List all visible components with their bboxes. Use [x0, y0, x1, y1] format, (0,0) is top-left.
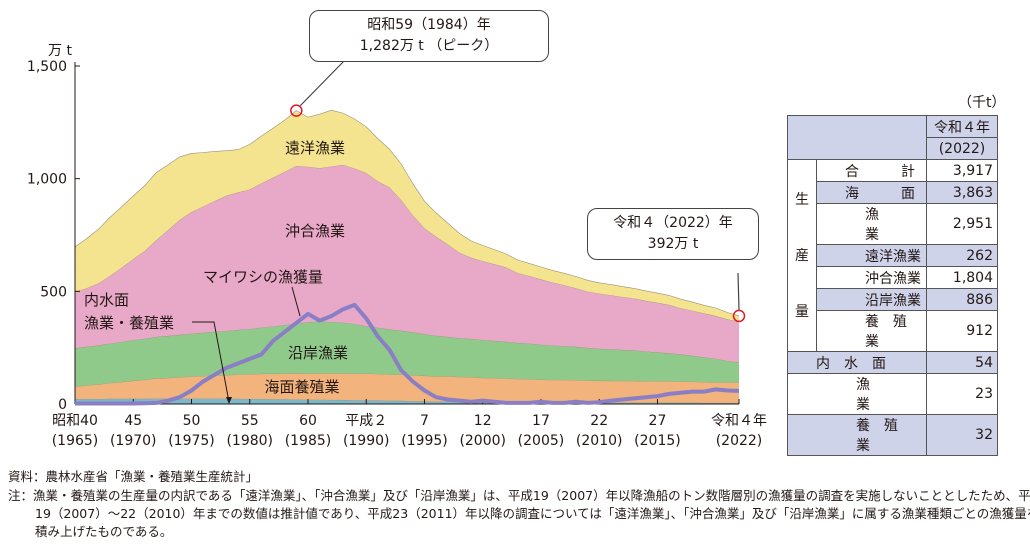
table-unit: （千t） — [958, 95, 1006, 111]
x-tick-label: 55 — [241, 413, 259, 429]
table-row-label: 合 計 — [816, 159, 927, 182]
sardine-leader — [291, 286, 301, 317]
notes: 資料：農林水産省「漁業・養殖業生産統計」 注：漁業・養殖業の生産量の内訳である「… — [8, 468, 1030, 541]
x-tick-label: 27 — [649, 413, 667, 429]
table-row-label: 漁 業 — [787, 373, 927, 415]
latest-callout: 令和４（2022）年 392万 t — [587, 208, 759, 260]
axes: 0 500 1,000 1,500 昭和40 (1965) 45 (1970) 50 (1975)… — [27, 59, 767, 449]
table-row-value: 3,863 — [926, 181, 998, 204]
peak-value: 1,282万 t （ピーク） — [359, 38, 499, 54]
table-row-value: 2,951 — [926, 203, 998, 245]
x-tick-year: (1980) — [226, 433, 273, 449]
label-distant: 遠洋漁業 — [285, 139, 345, 157]
x-tick-label: 令和４年 — [711, 413, 767, 429]
table-row-value: 23 — [926, 373, 998, 415]
sardine-line — [75, 302, 740, 406]
x-tick-year: (1970) — [110, 433, 157, 449]
latest-marker — [732, 309, 746, 323]
x-tick-label: 45 — [124, 413, 142, 429]
x-tick-year: (1985) — [285, 433, 332, 449]
production-table: 令和４年 (2022) 生産量 合 計 3,917 海 面 3,863 漁 業 … — [787, 115, 998, 456]
table-row-label: 養 殖 業 — [816, 310, 927, 352]
label-inland-1: 内水面 — [84, 291, 129, 309]
table-header-ad: (2022) — [926, 137, 998, 160]
x-tick-label: 60 — [299, 413, 317, 429]
source-note: 資料：農林水産省「漁業・養殖業生産統計」 — [8, 469, 259, 484]
x-tick-label: 7 — [420, 413, 429, 429]
x-tick-year: (2022) — [716, 433, 763, 449]
x-tick-label: 昭和40 — [52, 413, 98, 429]
table-row-value: 54 — [926, 351, 998, 374]
area-1 — [75, 373, 739, 403]
table-row-value: 1,804 — [926, 266, 998, 289]
table-row-value: 32 — [926, 414, 998, 456]
area-3 — [75, 164, 739, 363]
table-row-value: 3,917 — [926, 159, 998, 182]
y-tick-label: 500 — [40, 284, 67, 300]
sardine-series — [75, 302, 740, 406]
table-row-value: 912 — [926, 310, 998, 352]
stacked-areas — [74, 109, 740, 404]
y-axis-unit: 万 t — [48, 43, 72, 59]
x-tick-year: (2005) — [518, 433, 565, 449]
x-tick-year: (1975) — [168, 433, 215, 449]
area-2 — [75, 321, 739, 387]
label-coastal: 沿岸漁業 — [288, 344, 348, 362]
y-tick-label: 1,000 — [27, 172, 67, 188]
table-row-value: 262 — [926, 244, 998, 267]
area-edge-4 — [74, 109, 740, 317]
table-corner — [787, 115, 927, 160]
x-tick-label: 22 — [590, 413, 608, 429]
table-side-label: 生産量 — [787, 159, 817, 352]
area-4 — [75, 110, 739, 322]
table-header-year: 令和４年 — [926, 115, 998, 138]
table-row-label: 養 殖 業 — [787, 414, 927, 456]
peak-leader — [299, 59, 346, 107]
y-tick-label: 0 — [58, 397, 67, 413]
x-tick-label: 50 — [183, 413, 201, 429]
y-tick-label: 1,500 — [27, 59, 67, 75]
x-tick-year: (1965) — [52, 433, 99, 449]
inland-leader — [192, 321, 230, 403]
latest-value: 392万 t — [647, 236, 699, 252]
peak-title: 昭和59（1984）年 — [367, 17, 491, 33]
table-row-label: 遠洋漁業 — [816, 244, 927, 267]
peak-marker — [290, 104, 303, 117]
inland-leader-arrow — [226, 397, 232, 404]
label-aquaculture: 海面養殖業 — [264, 378, 339, 396]
label-sardine: マイワシの漁獲量 — [203, 268, 323, 286]
table-row-label: 漁 業 — [816, 203, 927, 245]
x-tick-year: (2015) — [634, 433, 681, 449]
latest-leader — [737, 272, 740, 310]
latest-title: 令和４（2022）年 — [613, 215, 733, 231]
x-tick-year: (1990) — [343, 433, 390, 449]
x-tick-year: (1995) — [401, 433, 448, 449]
label-offshore: 沖合漁業 — [285, 222, 345, 240]
table-row-label: 海 面 — [816, 181, 927, 204]
table-row-value: 886 — [926, 288, 998, 311]
table-row-label: 内 水 面 — [787, 351, 927, 374]
table-row-label: 沿岸漁業 — [816, 288, 927, 311]
label-inland-2: 漁業・養殖業 — [84, 314, 174, 332]
x-tick-label: 17 — [532, 413, 550, 429]
x-tick-label: 12 — [474, 413, 492, 429]
table-row-label: 沖合漁業 — [816, 266, 927, 289]
x-tick-year: (2010) — [576, 433, 623, 449]
x-tick-year: (2000) — [459, 433, 506, 449]
footnote: 注：漁業・養殖業の生産量の内訳である「遠洋漁業」、「沖合漁業」及び「沿岸漁業」は… — [8, 488, 1030, 539]
x-tick-label: 平成２ — [345, 413, 387, 429]
peak-callout: 昭和59（1984）年 1,282万 t （ピーク） — [309, 10, 549, 62]
